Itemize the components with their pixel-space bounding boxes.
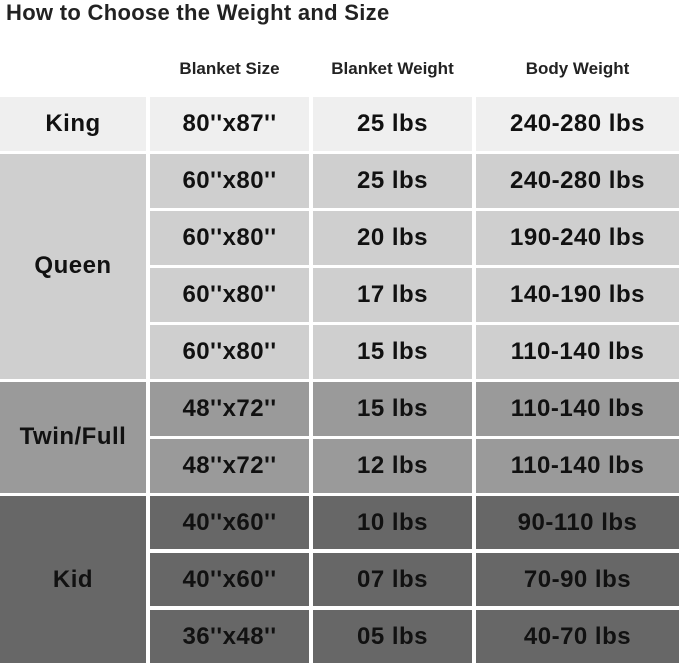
size-weight-table: King 80''x87'' 25 lbs 240-280 lbs Queen 60''x… <box>0 97 679 664</box>
blanket-weight-cell: 15 lbs <box>313 324 472 379</box>
blanket-size-cell: 40''x60'' <box>150 495 309 550</box>
group-label: Twin/Full <box>0 381 146 493</box>
header-blanket-weight: Blanket Weight <box>331 59 454 78</box>
header-blanket-size: Blanket Size <box>179 59 280 78</box>
body-weight-cell: 140-190 lbs <box>476 267 679 322</box>
blanket-size-cell: 36''x48'' <box>150 609 309 664</box>
body-weight-cell: 90-110 lbs <box>476 495 679 550</box>
body-weight-cell: 240-280 lbs <box>476 97 679 151</box>
blanket-weight-cell: 17 lbs <box>313 267 472 322</box>
blanket-size-cell: 40''x60'' <box>150 552 309 607</box>
blanket-weight-cell: 07 lbs <box>313 552 472 607</box>
group-label: King <box>0 97 146 151</box>
blanket-size-cell: 80''x87'' <box>150 97 309 151</box>
blanket-size-cell: 48''x72'' <box>150 381 309 436</box>
blanket-size-cell: 60''x80'' <box>150 153 309 208</box>
blanket-weight-cell: 05 lbs <box>313 609 472 664</box>
header-body-weight: Body Weight <box>525 59 630 78</box>
blanket-weight-cell: 20 lbs <box>313 210 472 265</box>
body-weight-cell: 190-240 lbs <box>476 210 679 265</box>
blanket-weight-cell: 10 lbs <box>313 495 472 550</box>
blanket-size-cell: 60''x80'' <box>150 267 309 322</box>
body-weight-cell: 110-140 lbs <box>476 324 679 379</box>
body-weight-cell: 70-90 lbs <box>476 552 679 607</box>
blanket-weight-cell: 25 lbs <box>313 153 472 208</box>
blanket-weight-cell: 25 lbs <box>313 97 472 151</box>
group-label: Queen <box>0 153 146 379</box>
blanket-size-cell: 48''x72'' <box>150 438 309 493</box>
body-weight-cell: 240-280 lbs <box>476 153 679 208</box>
blanket-size-cell: 60''x80'' <box>150 210 309 265</box>
body-weight-cell: 110-140 lbs <box>476 438 679 493</box>
blanket-weight-cell: 12 lbs <box>313 438 472 493</box>
body-weight-cell: 40-70 lbs <box>476 609 679 664</box>
body-weight-cell: 110-140 lbs <box>476 381 679 436</box>
page-title: How to Choose the Weight and Size <box>6 0 390 25</box>
blanket-size-cell: 60''x80'' <box>150 324 309 379</box>
group-label: Kid <box>0 495 146 664</box>
blanket-weight-cell: 15 lbs <box>313 381 472 436</box>
